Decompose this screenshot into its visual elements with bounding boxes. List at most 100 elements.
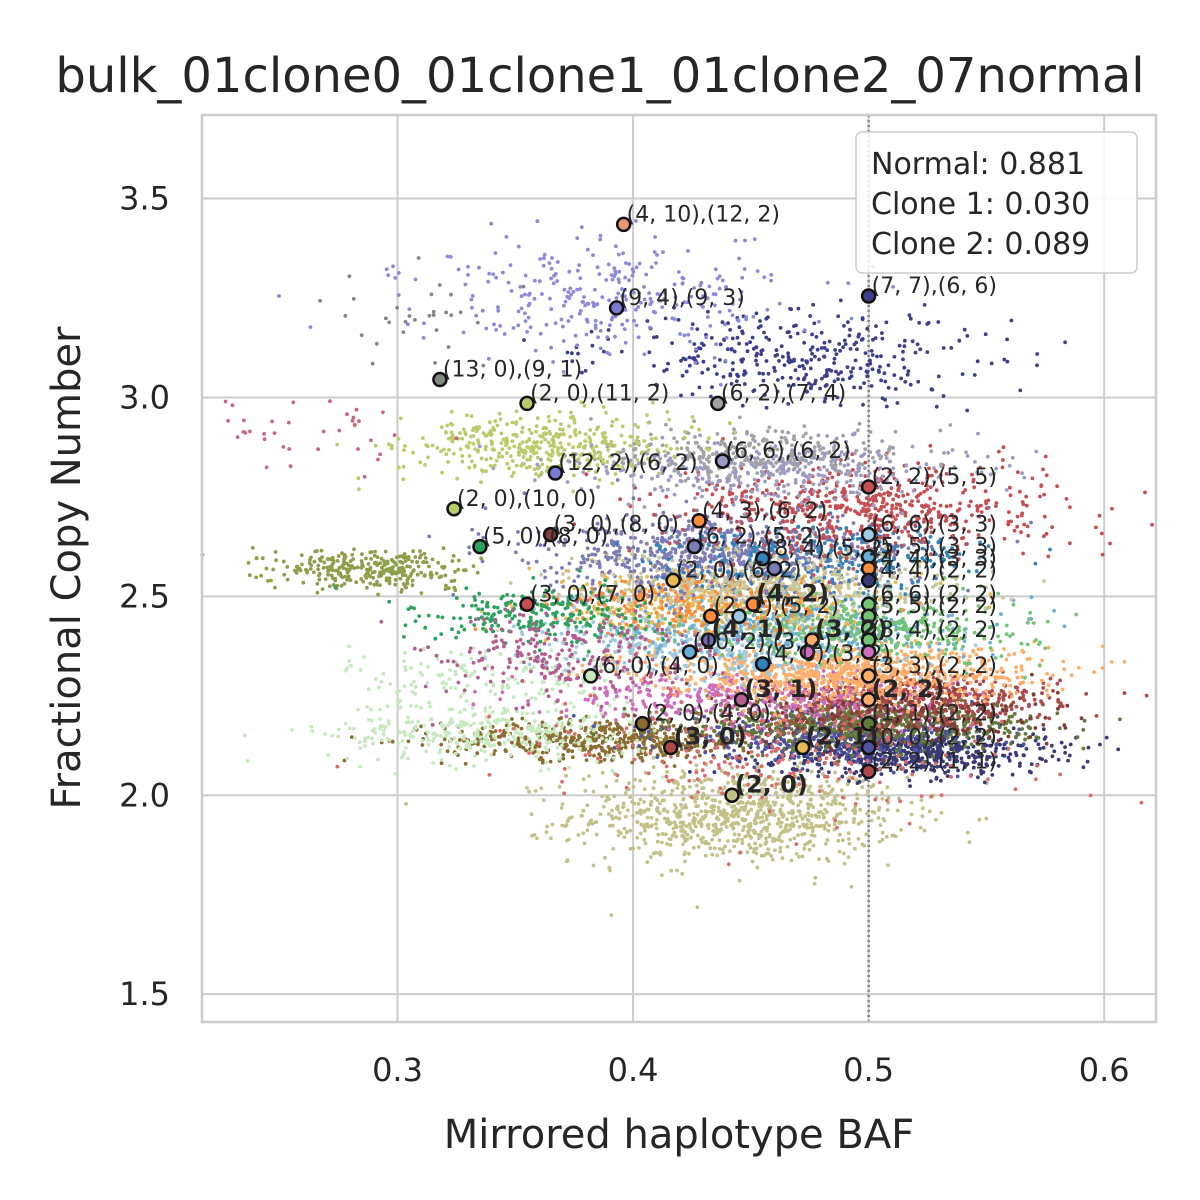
data-point bbox=[387, 738, 392, 742]
data-point bbox=[833, 801, 838, 806]
data-point bbox=[852, 817, 856, 821]
data-point bbox=[1018, 761, 1022, 766]
data-point bbox=[1010, 772, 1015, 777]
data-point bbox=[426, 742, 431, 747]
data-point bbox=[680, 872, 685, 876]
data-point bbox=[591, 732, 596, 737]
data-point bbox=[909, 812, 914, 817]
data-point bbox=[638, 831, 643, 836]
data-point bbox=[662, 731, 667, 736]
data-point bbox=[545, 741, 550, 745]
data-point bbox=[807, 804, 811, 808]
data-point bbox=[524, 718, 528, 723]
data-point bbox=[762, 782, 767, 787]
data-point bbox=[764, 777, 768, 781]
data-point bbox=[639, 822, 644, 827]
data-point bbox=[726, 818, 730, 823]
data-point bbox=[468, 723, 473, 728]
data-point bbox=[493, 729, 498, 733]
data-point bbox=[735, 673, 739, 677]
data-point bbox=[416, 719, 420, 724]
data-point bbox=[855, 796, 860, 801]
data-point bbox=[675, 753, 680, 758]
data-point bbox=[817, 717, 822, 722]
data-point bbox=[1056, 757, 1061, 762]
data-point bbox=[414, 704, 419, 709]
data-point bbox=[1014, 753, 1019, 758]
data-point bbox=[1006, 729, 1011, 733]
data-point bbox=[841, 802, 845, 807]
data-point bbox=[811, 805, 816, 810]
data-point bbox=[439, 734, 444, 738]
data-point bbox=[777, 838, 781, 842]
data-point bbox=[709, 778, 714, 782]
data-point bbox=[511, 722, 516, 727]
data-point bbox=[822, 823, 827, 828]
data-point bbox=[488, 743, 492, 748]
data-point bbox=[555, 745, 560, 750]
data-point bbox=[567, 765, 571, 770]
data-point bbox=[737, 832, 741, 837]
data-point bbox=[747, 827, 752, 832]
data-point bbox=[802, 824, 807, 829]
data-point bbox=[619, 746, 624, 751]
data-point bbox=[681, 834, 686, 839]
data-point bbox=[745, 850, 750, 855]
data-point bbox=[635, 738, 639, 743]
data-point bbox=[771, 769, 776, 774]
data-point bbox=[846, 855, 851, 859]
data-point bbox=[789, 790, 794, 795]
data-point bbox=[469, 656, 474, 661]
data-point bbox=[542, 723, 547, 728]
data-point bbox=[691, 845, 696, 850]
data-point bbox=[1028, 735, 1033, 739]
data-point bbox=[836, 759, 841, 764]
data-point bbox=[760, 753, 765, 758]
data-point bbox=[381, 671, 386, 676]
data-point bbox=[358, 764, 363, 769]
data-point bbox=[581, 831, 586, 836]
point-cluster bbox=[242, 687, 731, 780]
data-point bbox=[625, 700, 630, 705]
data-point bbox=[759, 853, 764, 858]
data-point bbox=[1028, 716, 1033, 721]
data-point bbox=[654, 735, 659, 740]
data-point bbox=[1041, 727, 1046, 732]
data-point bbox=[422, 723, 426, 728]
data-point bbox=[608, 721, 613, 726]
data-point bbox=[628, 828, 633, 833]
data-point bbox=[398, 730, 402, 735]
data-point bbox=[1056, 698, 1060, 702]
data-point bbox=[841, 838, 845, 843]
data-point bbox=[591, 789, 596, 794]
data-point bbox=[560, 743, 564, 748]
data-point bbox=[619, 754, 624, 759]
data-point bbox=[565, 819, 570, 824]
data-point bbox=[671, 735, 676, 740]
data-point bbox=[410, 690, 415, 694]
data-point bbox=[447, 721, 452, 726]
data-point bbox=[1066, 758, 1070, 763]
data-point bbox=[696, 804, 700, 809]
data-point bbox=[486, 731, 491, 736]
data-point bbox=[796, 755, 801, 759]
data-point bbox=[603, 685, 608, 690]
data-point bbox=[790, 811, 795, 816]
data-point bbox=[720, 813, 725, 818]
data-point bbox=[337, 727, 341, 732]
data-point bbox=[610, 816, 615, 821]
data-point bbox=[695, 905, 700, 910]
data-point bbox=[934, 775, 939, 780]
data-point bbox=[498, 718, 503, 723]
data-point bbox=[713, 798, 718, 803]
data-point bbox=[846, 831, 851, 836]
data-point bbox=[872, 810, 877, 815]
data-point bbox=[981, 679, 986, 684]
data-point bbox=[725, 801, 730, 806]
data-point bbox=[648, 855, 653, 859]
data-point bbox=[406, 739, 411, 744]
data-point bbox=[290, 728, 294, 732]
data-point bbox=[510, 674, 515, 679]
data-point bbox=[742, 824, 747, 829]
data-point bbox=[630, 706, 635, 711]
